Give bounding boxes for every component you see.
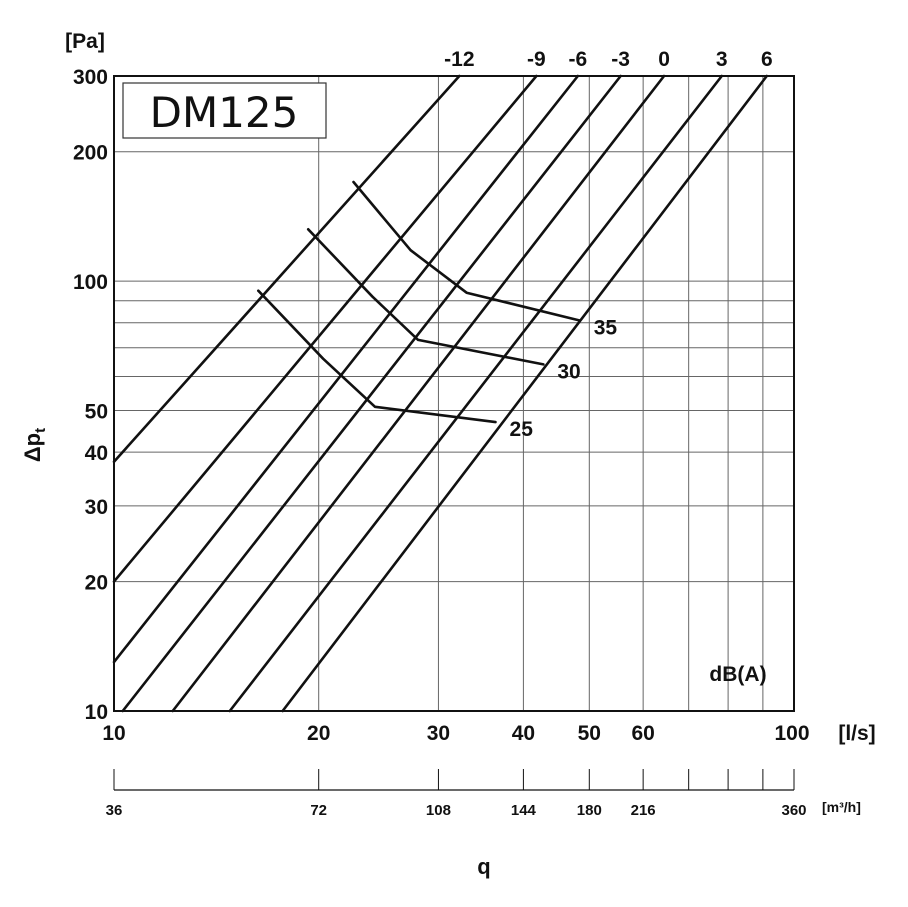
x2-tick-label: 180 <box>577 802 602 819</box>
y-tick-label: 20 <box>85 572 108 595</box>
plot-frame <box>113 75 795 712</box>
x2-tick-label: 36 <box>106 802 123 819</box>
x-tick-label: 50 <box>578 722 601 745</box>
correction-line <box>228 74 724 713</box>
correction-line <box>112 74 580 664</box>
x2-tick-label: 144 <box>511 802 537 819</box>
y-tick-label: 30 <box>85 496 108 519</box>
secondary-x-axis: 36 72 108 144 180 216 360 <box>106 769 807 819</box>
x2-unit-label: [m³/h] <box>822 799 861 815</box>
correction-label: 0 <box>658 48 670 71</box>
y-tick-label: 200 <box>73 142 108 165</box>
x-tick-label: 60 <box>631 722 654 745</box>
correction-line <box>112 74 461 464</box>
correction-line <box>281 74 769 713</box>
x-tick-label: 100 <box>774 722 809 745</box>
sound-level-curve <box>352 180 582 322</box>
y-tick-label: 40 <box>85 442 108 465</box>
y-axis-title: Δpt <box>20 428 49 462</box>
y-tick-label: 50 <box>85 401 108 424</box>
series <box>112 74 769 713</box>
x-axis-title: q <box>477 854 490 879</box>
y-axis-title-sub: t <box>32 428 49 433</box>
correction-label: -6 <box>569 48 588 71</box>
y-tick-label: 100 <box>73 271 108 294</box>
grid <box>113 75 795 712</box>
correction-label: 6 <box>761 48 773 71</box>
x2-tick-label: 360 <box>781 802 806 819</box>
x-unit-label: [l/s] <box>838 722 875 745</box>
svg-text:Δpt: Δpt <box>20 428 49 462</box>
correction-line <box>171 74 666 713</box>
sound-level-label: 25 <box>510 418 534 441</box>
sound-level-label: 35 <box>594 316 618 339</box>
sound-level-curve <box>306 228 545 366</box>
correction-label: -9 <box>527 48 546 71</box>
correction-label: -3 <box>611 48 630 71</box>
y-tick-label: 10 <box>85 701 108 724</box>
x-tick-label: 20 <box>307 722 330 745</box>
correction-label: 3 <box>716 48 728 71</box>
chart-title: DM125 <box>150 88 299 137</box>
sound-level-label: 30 <box>557 360 580 383</box>
x-tick-label: 30 <box>427 722 450 745</box>
correction-label: -12 <box>444 48 474 71</box>
model-title-box: DM125 <box>122 82 327 139</box>
series-labels: -12 -9 -6 -3 0 3 6 35 30 25 <box>444 48 772 441</box>
y-unit-label: [Pa] <box>65 30 105 53</box>
x-tick-label: 40 <box>512 722 535 745</box>
x2-tick-label: 72 <box>310 802 327 819</box>
correction-line <box>112 74 538 583</box>
correction-line <box>121 74 622 713</box>
legend-title: dB(A) <box>709 663 766 686</box>
x-tick-label: 10 <box>102 722 125 745</box>
y-tick-label: 300 <box>73 66 108 89</box>
x2-tick-label: 108 <box>426 802 451 819</box>
sound-level-curve <box>256 289 497 424</box>
tick-labels: 10 20 30 40 50 60 100 10 20 30 40 50 100 200 300 <box>73 66 810 745</box>
y-axis-title-main: Δp <box>20 433 45 462</box>
x2-tick-label: 216 <box>631 802 656 819</box>
